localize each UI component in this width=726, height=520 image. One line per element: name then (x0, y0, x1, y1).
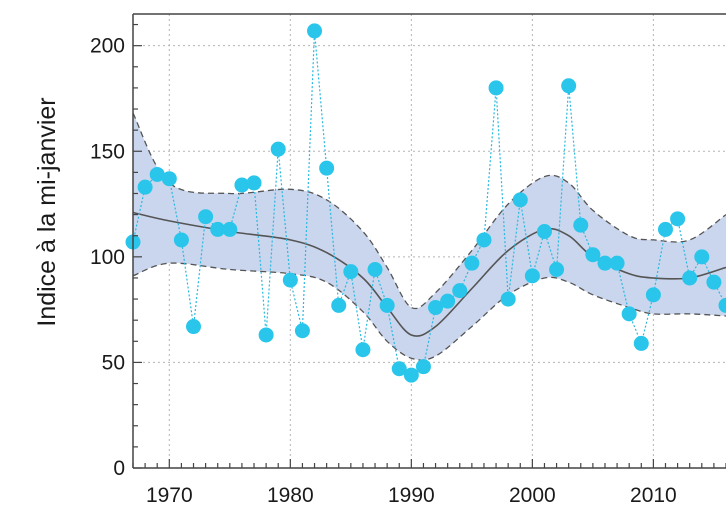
data-point (452, 283, 467, 298)
data-point (343, 264, 358, 279)
data-point (404, 368, 419, 383)
confidence-band-fill (133, 113, 726, 360)
data-point (138, 180, 153, 195)
y-tick-label: 150 (90, 140, 125, 163)
y-tick-label: 200 (90, 35, 125, 58)
data-point (585, 247, 600, 262)
data-point (501, 292, 516, 307)
y-tick-label: 50 (102, 351, 125, 374)
x-tick-label: 1990 (388, 484, 435, 507)
x-tick-label: 2010 (630, 484, 677, 507)
data-point (247, 175, 262, 190)
data-point (525, 268, 540, 283)
data-point (476, 232, 491, 247)
y-tick-label: 0 (113, 457, 125, 480)
confidence-band (133, 113, 726, 360)
data-point (295, 323, 310, 338)
data-point (440, 294, 455, 309)
data-point (694, 249, 709, 264)
data-point (489, 80, 504, 95)
data-point (416, 359, 431, 374)
data-point (706, 275, 721, 290)
data-point (186, 319, 201, 334)
data-point (658, 222, 673, 237)
data-point (307, 23, 322, 38)
data-point (682, 270, 697, 285)
data-point (355, 342, 370, 357)
data-point (646, 287, 661, 302)
data-point (198, 209, 213, 224)
data-point (331, 298, 346, 313)
x-tick-label: 2000 (509, 484, 556, 507)
data-point (622, 306, 637, 321)
data-point (319, 161, 334, 176)
data-point (561, 78, 576, 93)
data-point (368, 262, 383, 277)
data-point (222, 222, 237, 237)
data-point (271, 142, 286, 157)
data-point (610, 256, 625, 271)
data-point (380, 298, 395, 313)
data-point (670, 211, 685, 226)
x-tick-label: 1970 (146, 484, 193, 507)
data-point (537, 224, 552, 239)
y-axis-label: Indice à la mi-janvier (33, 97, 61, 326)
data-point (549, 262, 564, 277)
y-tick-label: 100 (90, 246, 125, 269)
data-point (162, 171, 177, 186)
data-point (573, 218, 588, 233)
data-point (464, 256, 479, 271)
data-point (283, 273, 298, 288)
data-point (174, 232, 189, 247)
data-point (259, 327, 274, 342)
data-point (513, 192, 528, 207)
data-point (634, 336, 649, 351)
x-tick-label: 1980 (267, 484, 314, 507)
